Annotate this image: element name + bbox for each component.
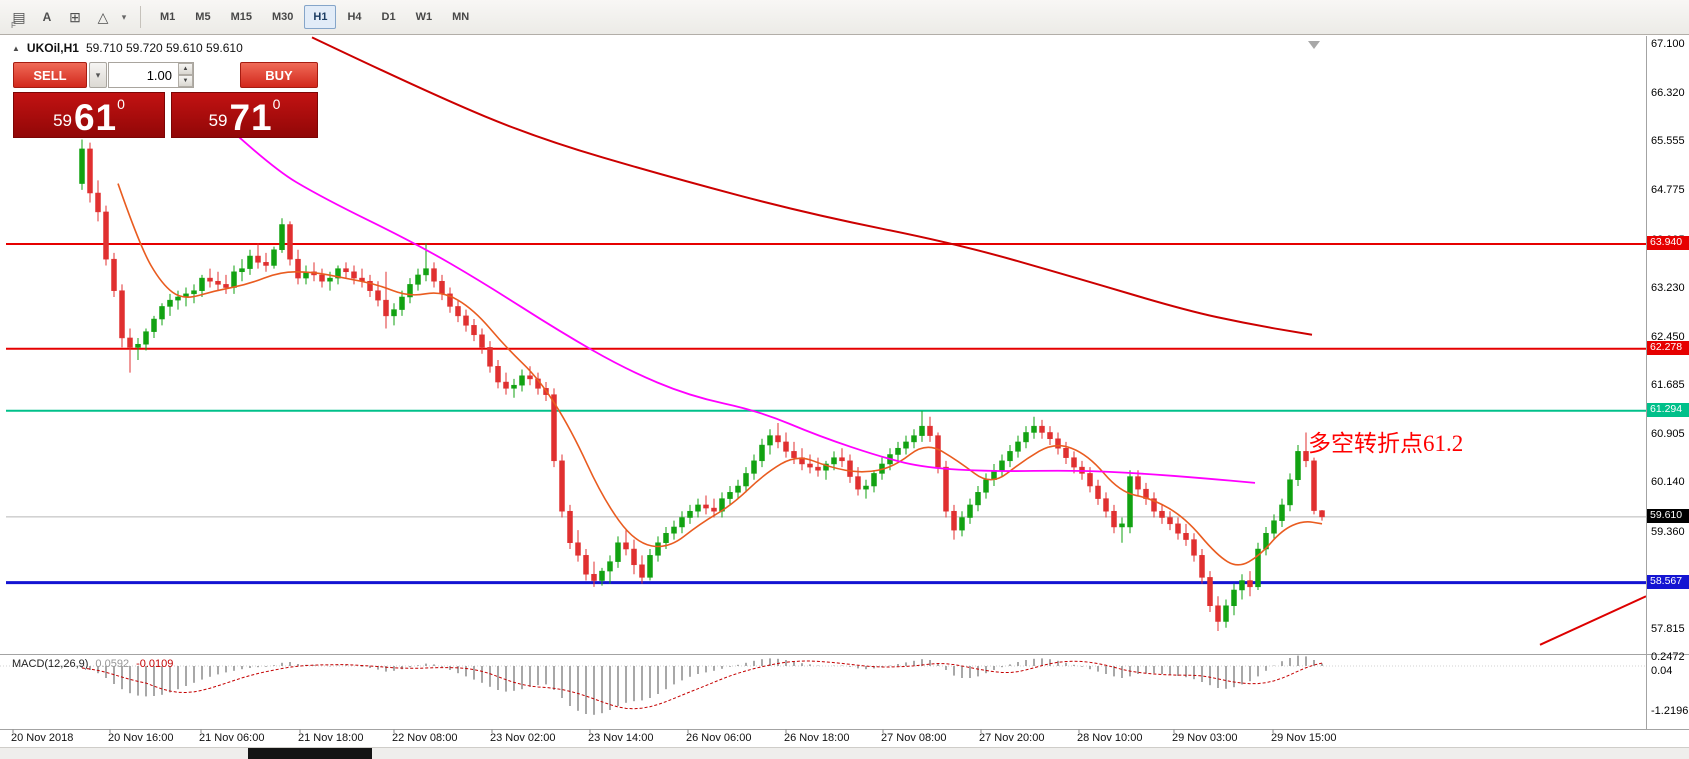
timeframe-toolbar: M1 M5 M15 M30 H1 H4 D1 W1 MN xyxy=(150,5,479,29)
volume-stepper: ▲ ▼ xyxy=(178,63,193,87)
price-axis-label: 64.775 xyxy=(1651,184,1685,197)
bottom-bar-dark-segment xyxy=(248,748,372,759)
time-axis-label: 28 Nov 10:00 xyxy=(1077,732,1143,744)
level-price-tag: 62.278 xyxy=(1647,340,1689,355)
buy-button[interactable]: BUY xyxy=(240,62,318,88)
sell-price-small: 59 xyxy=(53,111,72,130)
price-axis-label: 57.815 xyxy=(1651,623,1685,635)
price-axis-label: 59.360 xyxy=(1651,525,1685,538)
time-axis-label: 29 Nov 03:00 xyxy=(1172,732,1238,744)
tf-button-m5[interactable]: M5 xyxy=(195,11,211,23)
macd-indicator-label: MACD(12,26,9) 0.0592 -0.0109 xyxy=(12,658,173,670)
sell-quote-panel[interactable]: 59 61 0 xyxy=(13,92,165,138)
macd-signal-line xyxy=(81,660,1323,710)
tf-button-m1[interactable]: M1 xyxy=(160,11,176,23)
macd-histogram xyxy=(81,655,1323,715)
macd-axis-label: -1.2196 xyxy=(1651,705,1689,717)
price-axis-label: 66.320 xyxy=(1651,87,1685,100)
text-tool-button[interactable]: A xyxy=(34,5,60,29)
toolbar: ▤ A ⊞ △ ▾ M1 M5 M15 M30 H1 H4 D1 W1 MN xyxy=(0,0,1689,35)
time-axis-label: 21 Nov 06:00 xyxy=(199,732,265,744)
time-axis-label: 26 Nov 06:00 xyxy=(686,732,752,744)
sell-price-sup: 0 xyxy=(117,96,125,112)
trendline[interactable] xyxy=(1539,595,1646,646)
buy-price-sup: 0 xyxy=(272,96,281,112)
macd-signal-value: -0.0109 xyxy=(136,658,174,670)
toolbar-f-badge: F xyxy=(11,21,16,30)
grid-glyph: ▤ xyxy=(12,8,26,25)
macd-axis-label: 0.04 xyxy=(1651,665,1673,677)
buy-quote-panel[interactable]: 59 71 0 xyxy=(171,92,318,138)
time-axis-label: 27 Nov 20:00 xyxy=(979,732,1045,744)
price-axis-label: 67.100 xyxy=(1651,37,1685,50)
one-click-toggle-icon[interactable]: ▲ xyxy=(12,43,20,53)
tf-button-m15[interactable]: M15 xyxy=(230,11,252,23)
chart-ohlc-values: 59.710 59.720 59.610 59.610 xyxy=(85,41,243,55)
volume-up-button[interactable]: ▲ xyxy=(178,63,193,75)
chart-text-annotation[interactable]: 多空转折点61.2 xyxy=(1308,431,1464,456)
time-axis-label: 20 Nov 2018 xyxy=(11,732,74,744)
level-price-tag: 63.940 xyxy=(1647,236,1689,251)
chevron-down-icon: ▾ xyxy=(121,11,127,22)
volume-down-button[interactable]: ▼ xyxy=(178,75,193,87)
main-chart-area[interactable] xyxy=(6,36,1646,646)
price-axis-label: 65.555 xyxy=(1651,135,1685,148)
candlestick-series xyxy=(79,139,1325,631)
level-price-tag: 58.567 xyxy=(1647,574,1689,589)
shapes-icon: △ xyxy=(97,8,109,25)
chart-grid-icon[interactable]: ▤ xyxy=(6,5,32,29)
crosshair-icon: ⊞ xyxy=(69,8,81,25)
time-axis-label: 26 Nov 18:00 xyxy=(784,732,850,744)
toolbar-separator xyxy=(140,6,141,28)
chart-symbol-label: UKOil,H1 xyxy=(26,41,79,55)
tf-button-w1[interactable]: W1 xyxy=(415,11,433,23)
macd-subwindow xyxy=(0,655,1646,715)
time-axis-label: 23 Nov 02:00 xyxy=(490,732,556,744)
price-axis-label: 61.685 xyxy=(1651,379,1685,392)
price-axis-label: 60.140 xyxy=(1651,476,1685,489)
chart-shift-marker[interactable] xyxy=(1308,41,1320,49)
buy-price-big: 71 xyxy=(229,96,273,138)
ma-slow-line xyxy=(311,36,1313,336)
shapes-dropdown-button[interactable]: ▾ xyxy=(118,5,130,29)
macd-axis-label: 0.2472 xyxy=(1651,651,1685,663)
time-axis-label: 21 Nov 18:00 xyxy=(298,732,364,744)
ma-mid-line xyxy=(209,109,1256,484)
price-axis-label: 63.230 xyxy=(1651,281,1685,294)
crosshair-tool-button[interactable]: ⊞ xyxy=(62,5,88,29)
ma-fast-line xyxy=(117,183,1323,566)
sell-button[interactable]: SELL xyxy=(13,62,87,88)
time-axis-label: 23 Nov 14:00 xyxy=(588,732,654,744)
buy-price-small: 59 xyxy=(208,111,228,130)
sell-price-big: 61 xyxy=(73,96,118,138)
current-price-tag: 59.610 xyxy=(1647,508,1689,523)
level-price-tag: 61.294 xyxy=(1647,402,1689,417)
price-axis-label: 60.905 xyxy=(1651,428,1685,441)
tf-button-d1[interactable]: D1 xyxy=(381,11,396,23)
time-axis-label: 20 Nov 16:00 xyxy=(108,732,174,744)
macd-name: MACD(12,26,9) xyxy=(12,658,89,670)
time-axis-label: 22 Nov 08:00 xyxy=(392,732,458,744)
volume-dropdown-button[interactable]: ▾ xyxy=(89,62,107,88)
bottom-strip xyxy=(0,748,1689,759)
chart-title-row: ▲ UKOil,H1 59.710 59.720 59.610 59.610 xyxy=(12,41,243,55)
macd-main-value: 0.0592 xyxy=(95,658,130,670)
text-tool-icon: A xyxy=(42,10,52,24)
chevron-down-icon: ▾ xyxy=(95,69,101,80)
tf-button-m30[interactable]: M30 xyxy=(271,11,294,23)
shapes-tool-button[interactable]: △ xyxy=(90,5,116,29)
time-axis-label: 29 Nov 15:00 xyxy=(1271,732,1337,744)
tf-button-h4[interactable]: H4 xyxy=(347,11,362,23)
tf-button-mn[interactable]: MN xyxy=(452,11,470,23)
tf-button-h1[interactable]: H1 xyxy=(304,5,337,29)
time-axis-label: 27 Nov 08:00 xyxy=(881,732,947,744)
price-axis-label: 62.450 xyxy=(1651,330,1685,343)
